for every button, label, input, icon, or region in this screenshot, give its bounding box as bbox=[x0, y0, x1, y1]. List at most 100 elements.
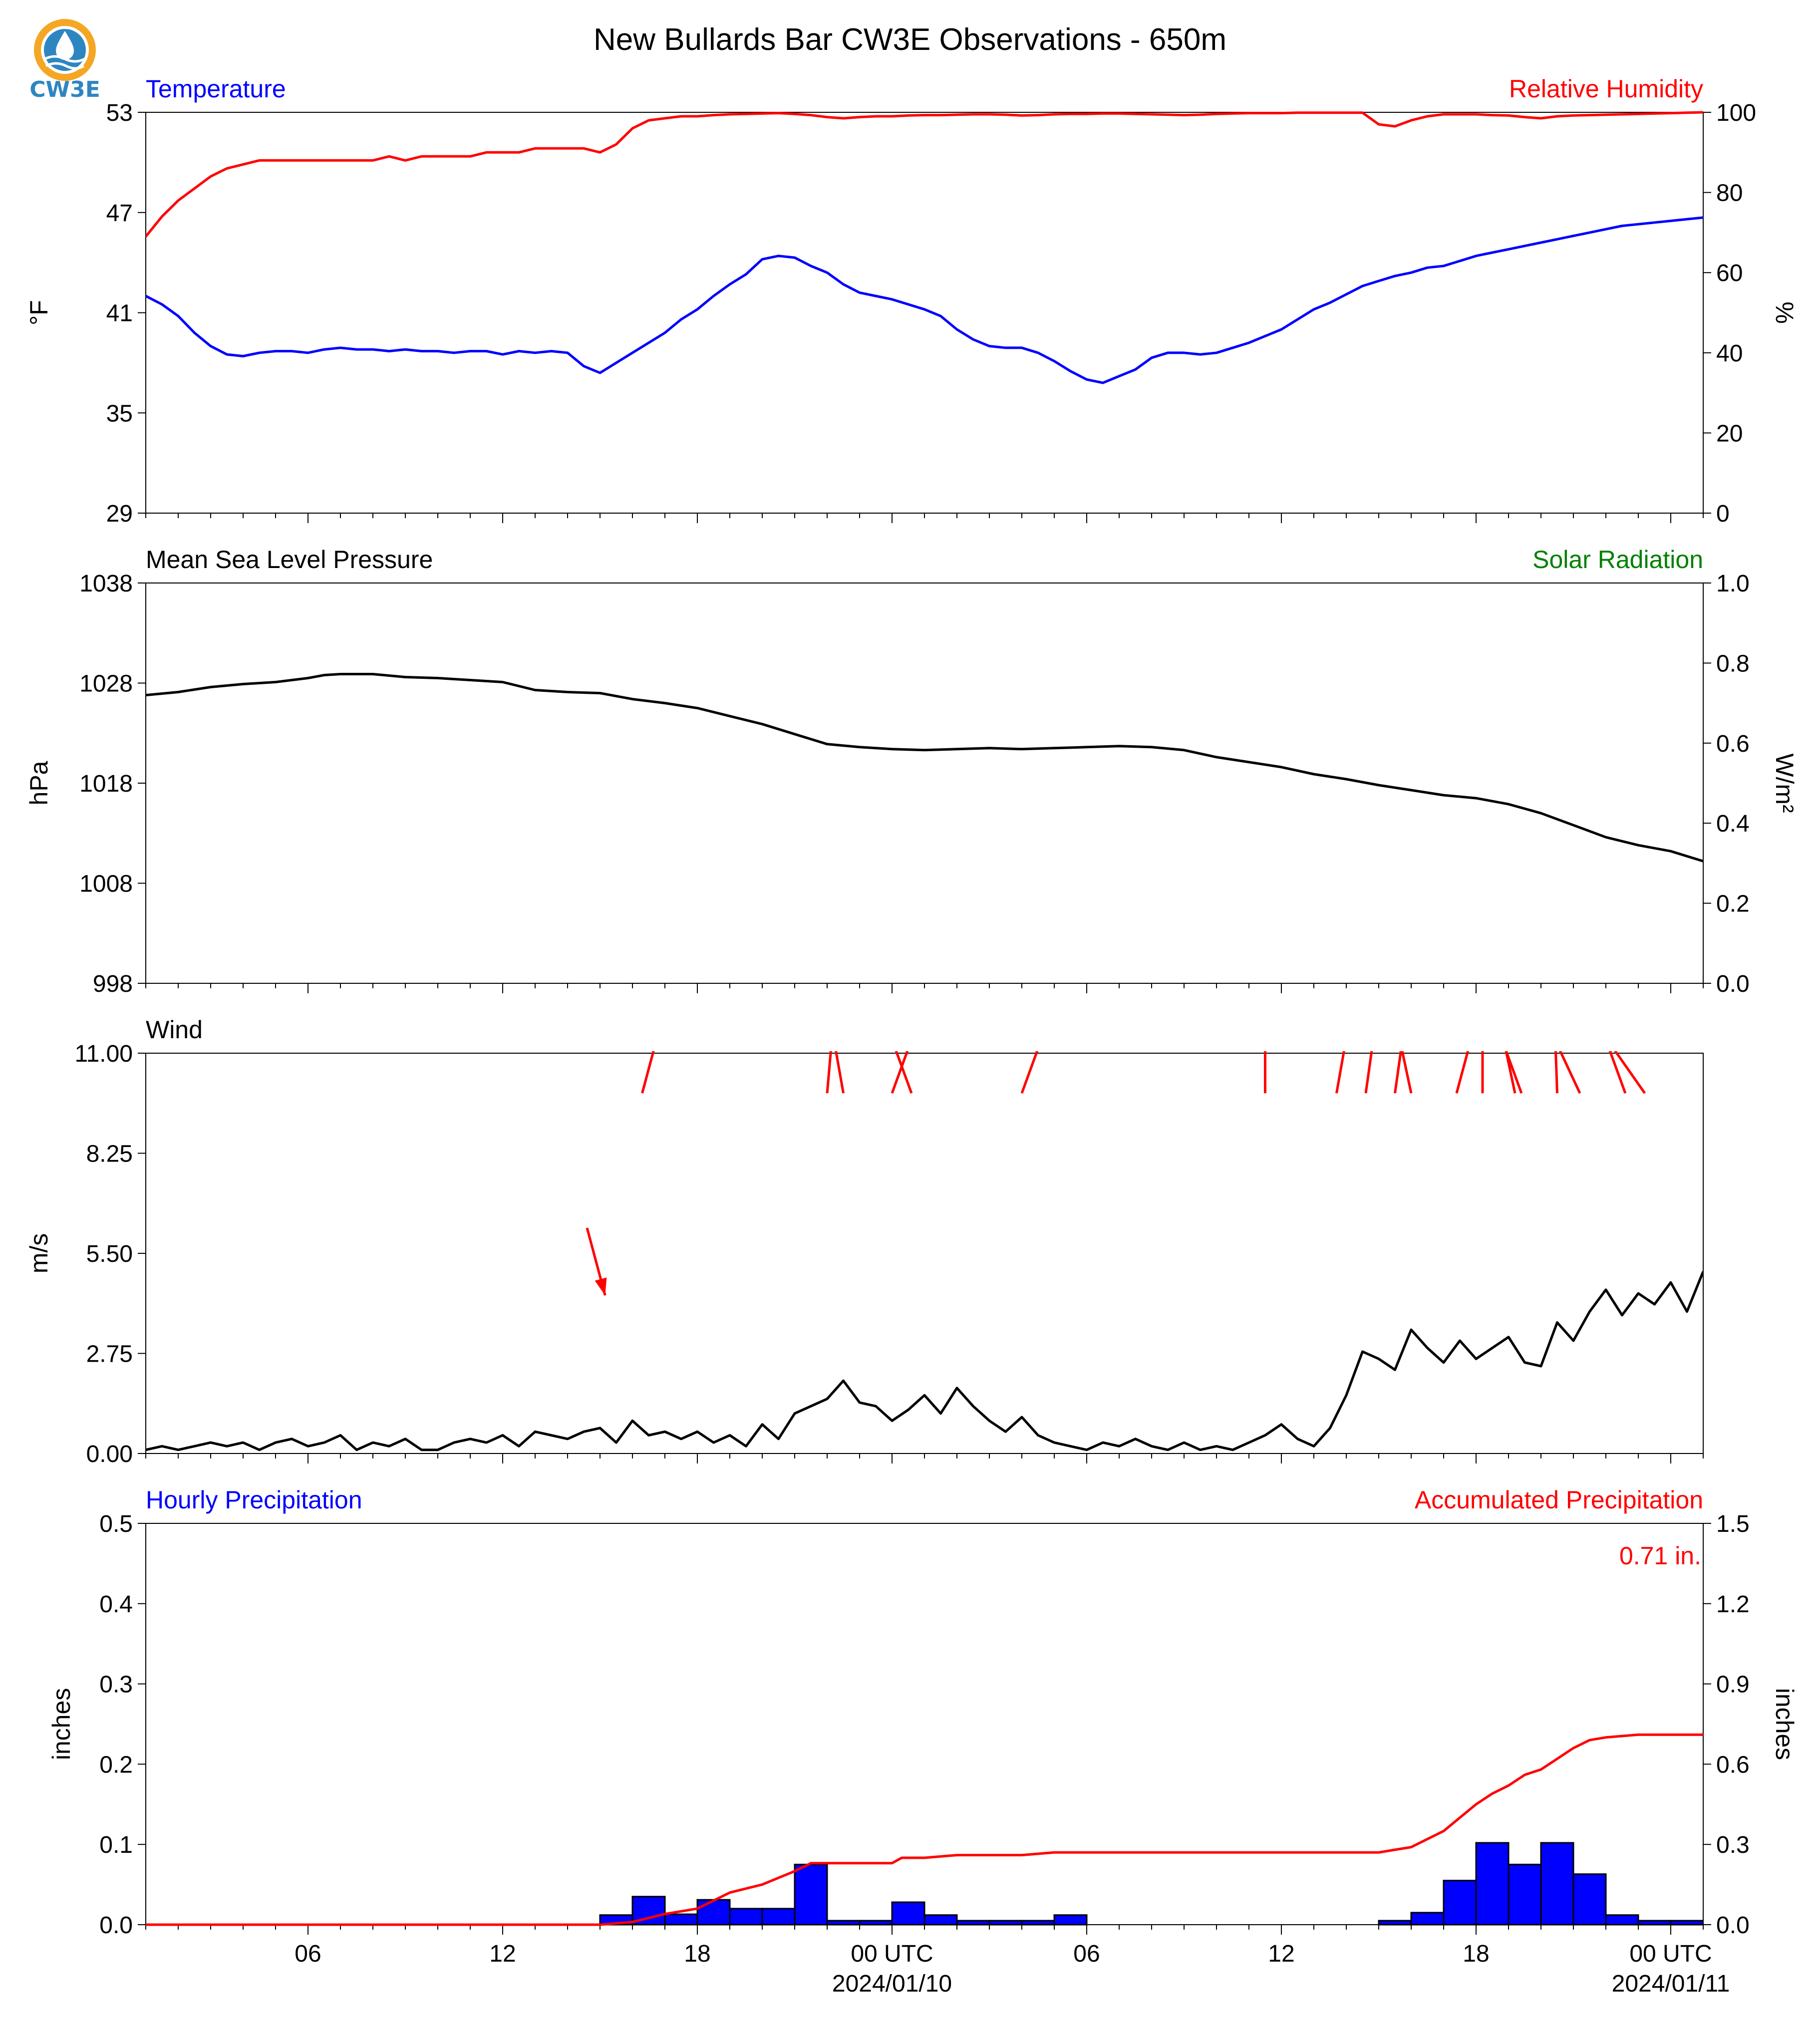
logo-drop-icon bbox=[56, 31, 74, 60]
y-axis-label-right: % bbox=[1771, 301, 1799, 323]
y-tick-label-right: 0.8 bbox=[1716, 650, 1750, 677]
precip-bar bbox=[923, 1914, 958, 1926]
y-tick-label-right: 40 bbox=[1716, 340, 1743, 367]
plot-area bbox=[146, 111, 1703, 384]
wind-arrow bbox=[835, 1051, 845, 1094]
y-tick-label-right: 0.4 bbox=[1716, 811, 1750, 837]
precip-bar bbox=[1605, 1914, 1639, 1926]
y-tick-label-left: 1038 bbox=[79, 571, 133, 597]
panel-title-left: Hourly Precipitation bbox=[146, 1486, 362, 1514]
plot-area bbox=[146, 1733, 1703, 1926]
x-tick-label: 00 UTC bbox=[851, 1941, 933, 1967]
series-line-humidity bbox=[146, 111, 1703, 238]
y-axis-label-left: m/s bbox=[25, 1233, 53, 1274]
panel-title-right: Solar Radiation bbox=[1532, 546, 1703, 574]
wind-arrow bbox=[1608, 1051, 1627, 1094]
series-line-pressure bbox=[146, 673, 1703, 863]
series-line-temperature bbox=[146, 216, 1703, 384]
x-date-label: 2024/01/10 bbox=[832, 1971, 952, 1997]
y-tick-label-left: 5.50 bbox=[86, 1241, 133, 1267]
wind-arrow bbox=[1364, 1051, 1373, 1094]
logo-text: CW3E bbox=[29, 77, 100, 102]
y-tick-label-left: 11.00 bbox=[74, 1041, 133, 1067]
y-tick-label-left: 0.0 bbox=[99, 1912, 133, 1939]
y-tick-label-right: 0.6 bbox=[1716, 731, 1750, 757]
figure-title: New Bullards Bar CW3E Observations - 650… bbox=[594, 22, 1226, 57]
y-axis-label-right: inches bbox=[1771, 1688, 1799, 1760]
panel-pressure: Mean Sea Level Pressure Solar Radiation 10… bbox=[25, 546, 1799, 997]
wind-arrow bbox=[1613, 1051, 1646, 1094]
x-tick-label: 12 bbox=[1268, 1941, 1294, 1967]
x-tick-label: 06 bbox=[295, 1941, 321, 1967]
y-axis-label-left: inches bbox=[47, 1688, 75, 1760]
y-tick-label-right: 1.0 bbox=[1716, 571, 1750, 597]
plot-area bbox=[146, 1051, 1703, 1451]
x-tick-label: 00 UTC bbox=[1629, 1941, 1712, 1967]
panel-temperature: Temperature Relative Humidity 53 47 41 35 29 10… bbox=[25, 75, 1799, 527]
y-tick-label-left: 1018 bbox=[79, 771, 133, 797]
y-tick-label-right: 80 bbox=[1716, 180, 1743, 207]
panel-title-left: Temperature bbox=[146, 75, 286, 103]
y-tick-label-left: 0.4 bbox=[99, 1591, 133, 1618]
y-tick-label-left: 1008 bbox=[79, 871, 133, 897]
y-tick-label-right: 0 bbox=[1716, 501, 1730, 527]
x-tick-label: 06 bbox=[1073, 1941, 1100, 1967]
panel-title-right: Accumulated Precipitation bbox=[1415, 1486, 1703, 1514]
wind-arrow bbox=[1558, 1051, 1581, 1094]
panel-title-left: Wind bbox=[146, 1016, 203, 1044]
precip-bar bbox=[1021, 1920, 1055, 1926]
precip-bar bbox=[1572, 1873, 1607, 1926]
wind-arrow bbox=[895, 1051, 913, 1094]
y-tick-label-left: 1028 bbox=[79, 671, 133, 697]
y-tick-label-right: 0.2 bbox=[1716, 891, 1750, 917]
y-tick-label-right: 0.3 bbox=[1716, 1832, 1750, 1858]
precip-bar bbox=[1508, 1863, 1542, 1926]
y-tick-label-right: 0.0 bbox=[1716, 971, 1750, 997]
precip-bar bbox=[1378, 1920, 1412, 1926]
wind-arrow bbox=[1554, 1051, 1558, 1094]
precip-bar bbox=[794, 1863, 828, 1926]
precip-bar bbox=[761, 1908, 796, 1926]
y-tick-label-right: 60 bbox=[1716, 260, 1743, 287]
precip-bar bbox=[729, 1908, 763, 1926]
y-axis-label-left: °F bbox=[25, 300, 53, 325]
x-tick-label: 18 bbox=[1463, 1941, 1489, 1967]
panels: Temperature Relative Humidity 53 47 41 35 29 10… bbox=[25, 75, 1799, 1997]
y-tick-label-left: 0.2 bbox=[99, 1751, 133, 1778]
x-tick-label: 18 bbox=[684, 1941, 710, 1967]
wind-arrow bbox=[641, 1051, 655, 1094]
y-tick-label-left: 2.75 bbox=[86, 1341, 133, 1368]
precip-bar bbox=[826, 1920, 861, 1926]
precip-bar bbox=[1670, 1920, 1703, 1926]
accumulated-total-label: 0.71 in. bbox=[1619, 1542, 1701, 1570]
panel-title-right: Relative Humidity bbox=[1509, 75, 1703, 103]
precip-bar bbox=[1475, 1842, 1510, 1926]
series-line-accum_precip bbox=[146, 1733, 1703, 1926]
precip-bar bbox=[1053, 1914, 1088, 1926]
precip-bar bbox=[956, 1920, 990, 1926]
precip-bar bbox=[1540, 1842, 1574, 1926]
y-tick-label-left: 0.3 bbox=[99, 1672, 133, 1698]
y-tick-label-left: 0.1 bbox=[99, 1832, 133, 1858]
wind-arrow bbox=[1401, 1051, 1413, 1094]
y-tick-label-right: 1.5 bbox=[1716, 1511, 1750, 1537]
wind-arrow bbox=[826, 1051, 832, 1094]
y-tick-label-left: 29 bbox=[106, 501, 133, 527]
x-date-label: 2024/01/11 bbox=[1612, 1971, 1730, 1997]
wind-arrow bbox=[1455, 1051, 1470, 1094]
y-tick-label-left: 0.5 bbox=[99, 1511, 133, 1537]
precip-bar bbox=[1410, 1912, 1445, 1926]
wind-arrow bbox=[1505, 1051, 1523, 1094]
panel-title-left: Mean Sea Level Pressure bbox=[146, 546, 433, 574]
y-tick-label-right: 0.0 bbox=[1716, 1912, 1750, 1939]
wind-arrow-head bbox=[1608, 1051, 1613, 1054]
precip-bar bbox=[1443, 1880, 1477, 1926]
y-tick-label-right: 1.2 bbox=[1716, 1591, 1750, 1618]
y-tick-label-left: 998 bbox=[93, 971, 133, 997]
series-line-wind bbox=[146, 1271, 1703, 1451]
precip-bar bbox=[859, 1920, 893, 1926]
wind-arrow bbox=[1394, 1051, 1402, 1094]
y-tick-label-left: 8.25 bbox=[86, 1141, 133, 1167]
y-tick-label-right: 20 bbox=[1716, 420, 1743, 447]
